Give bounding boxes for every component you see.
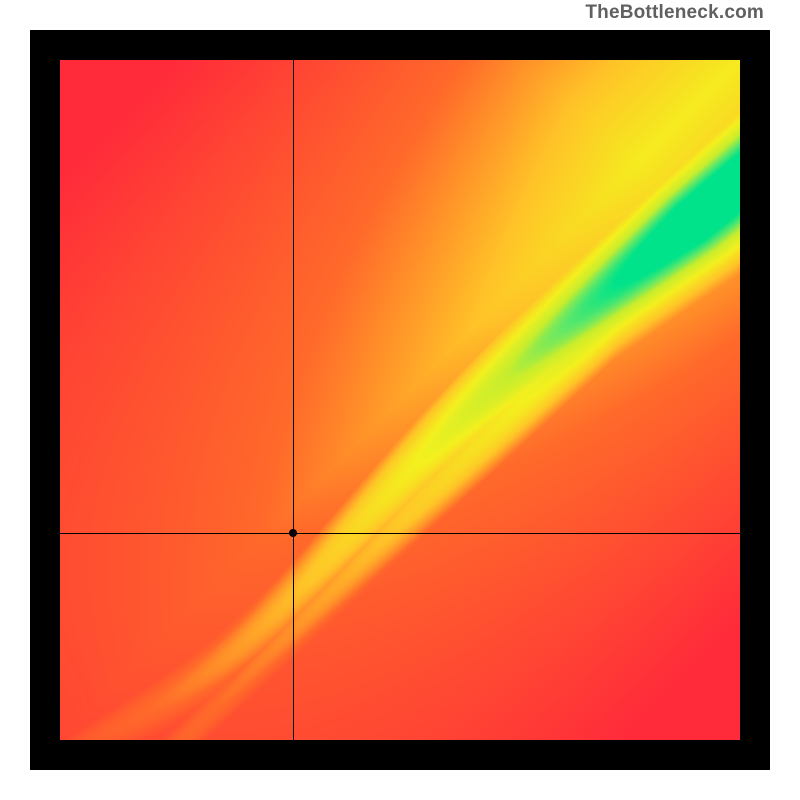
selection-marker [289, 529, 297, 537]
bottleneck-heatmap [60, 60, 740, 740]
plot-area [30, 30, 770, 770]
chart-container: TheBottleneck.com [0, 0, 800, 800]
crosshair-horizontal [60, 533, 740, 534]
attribution-text: TheBottleneck.com [585, 2, 764, 24]
crosshair-vertical [293, 60, 294, 740]
